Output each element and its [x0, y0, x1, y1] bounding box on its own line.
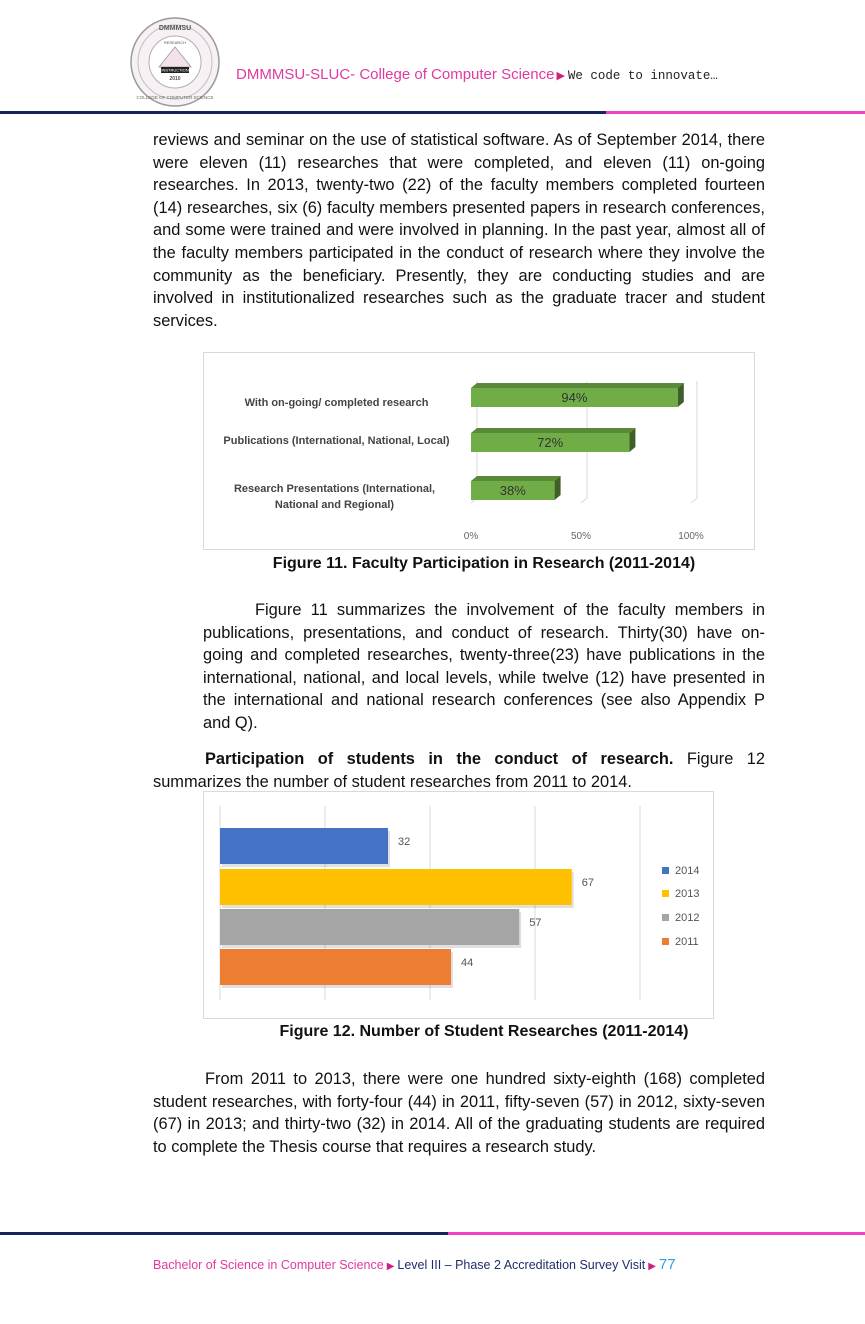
category-label-presentations: Research Presentations (International, N…	[212, 481, 457, 513]
header-tagline: We code to innovate…	[567, 69, 718, 83]
header-rule-navy	[0, 111, 606, 114]
data-label: 57	[529, 917, 541, 929]
bar-side-0	[677, 383, 684, 407]
bar-2	[471, 481, 555, 500]
bar-2011	[220, 949, 451, 985]
svg-text:RESEARCH: RESEARCH	[164, 40, 186, 45]
legend-swatch	[662, 914, 669, 921]
triangle-right-icon: ▶	[556, 70, 565, 82]
bar-top-1	[471, 428, 636, 433]
legend-item-2012: 2012	[662, 912, 699, 924]
svg-text:INSTRUCTION: INSTRUCTION	[161, 68, 188, 73]
triangle-right-icon: ▶	[648, 1261, 656, 1272]
svg-text:COLLEGE OF COMPUTER SCIENCE: COLLEGE OF COMPUTER SCIENCE	[136, 95, 213, 100]
footer-program: Bachelor of Science in Computer Science	[153, 1258, 384, 1272]
category-label-publications: Publications (International, National, L…	[214, 433, 459, 449]
data-label: 94%	[561, 390, 587, 405]
bar-top-2	[471, 476, 561, 481]
body-paragraph-4: From 2011 to 2013, there were one hundre…	[153, 1068, 765, 1158]
bar-2012	[220, 909, 520, 945]
gridline	[690, 381, 698, 504]
faculty-participation-plot: 0% 50% 100% 94% 72% 38%	[464, 381, 704, 542]
footer-rule-navy	[0, 1232, 448, 1235]
figure-11-chart: With on-going/ completed research Public…	[203, 352, 755, 550]
legend-label: 2013	[675, 888, 700, 900]
x-tick-label: 50%	[571, 531, 591, 542]
category-label-text: Publications (International, National, L…	[223, 435, 450, 447]
body-paragraph-1: reviews and seminar on the use of statis…	[153, 129, 765, 332]
data-label: 67	[582, 877, 594, 889]
bar-side-1	[629, 428, 636, 452]
legend-swatch	[662, 938, 669, 945]
bar-side-2	[554, 476, 561, 500]
section-heading: Participation of students in the conduct…	[205, 750, 674, 768]
footer-rule-pink	[448, 1232, 865, 1235]
category-label-research: With on-going/ completed research	[244, 397, 429, 409]
data-label: 72%	[537, 435, 563, 450]
category-label-text: Research Presentations (International, N…	[233, 483, 436, 511]
bar-1	[471, 433, 630, 452]
x-tick-label: 0%	[464, 531, 479, 542]
data-label: 44	[461, 957, 473, 969]
figure-12-caption: Figure 12. Number of Student Researches …	[279, 1023, 689, 1040]
body-paragraph-3: Participation of students in the conduct…	[153, 748, 765, 793]
header-title: DMMMSU-SLUC- College of Computer Science	[236, 66, 555, 83]
student-researches-plot: 32 67 57 44	[219, 806, 641, 1000]
paragraph-text: Figure 11 summarizes the involvement of …	[203, 601, 765, 732]
legend-label: 2012	[675, 912, 700, 924]
legend-swatch	[662, 867, 669, 874]
paragraph-text: From 2011 to 2013, there were one hundre…	[153, 1070, 765, 1156]
body-paragraph-2: Figure 11 summarizes the involvement of …	[203, 599, 765, 735]
x-tick-label: 100%	[678, 531, 704, 542]
gridline	[580, 381, 588, 504]
legend-swatch	[662, 890, 669, 897]
paragraph-text: Figure 12 summarizes the number of stude…	[153, 750, 765, 791]
page-number: 77	[658, 1256, 676, 1273]
legend-label: 2014	[675, 865, 700, 877]
legend-item-2014: 2014	[662, 865, 699, 877]
bar-top-0	[471, 383, 684, 388]
footer-visit: Level III – Phase 2 Accreditation Survey…	[397, 1258, 646, 1272]
figure-12-chart: 32 67 57 44 2014 2013 2012 2011	[203, 791, 714, 1019]
legend-item-2011: 2011	[662, 936, 699, 948]
triangle-right-icon: ▶	[386, 1261, 395, 1272]
data-label: 38%	[500, 483, 526, 498]
svg-text:DMMMSU: DMMMSU	[159, 25, 191, 32]
bar-2013	[220, 869, 572, 905]
page-header: DMMMSU-SLUC- College of Computer Science…	[236, 66, 718, 83]
legend-label: 2011	[675, 936, 699, 948]
college-seal-logo: DMMMSU RESEARCH INSTRUCTION 2010 COLLEGE…	[130, 17, 220, 107]
data-label: 32	[398, 836, 410, 848]
svg-text:2010: 2010	[169, 76, 180, 82]
page-footer: Bachelor of Science in Computer Science ▶…	[153, 1256, 676, 1273]
bar-2014	[220, 828, 388, 864]
legend-item-2013: 2013	[662, 888, 699, 900]
header-rule-pink	[606, 111, 865, 114]
figure-11-caption: Figure 11. Faculty Participation in Rese…	[272, 555, 696, 572]
paragraph-text: reviews and seminar on the use of statis…	[153, 131, 765, 330]
bar-0	[471, 388, 678, 407]
